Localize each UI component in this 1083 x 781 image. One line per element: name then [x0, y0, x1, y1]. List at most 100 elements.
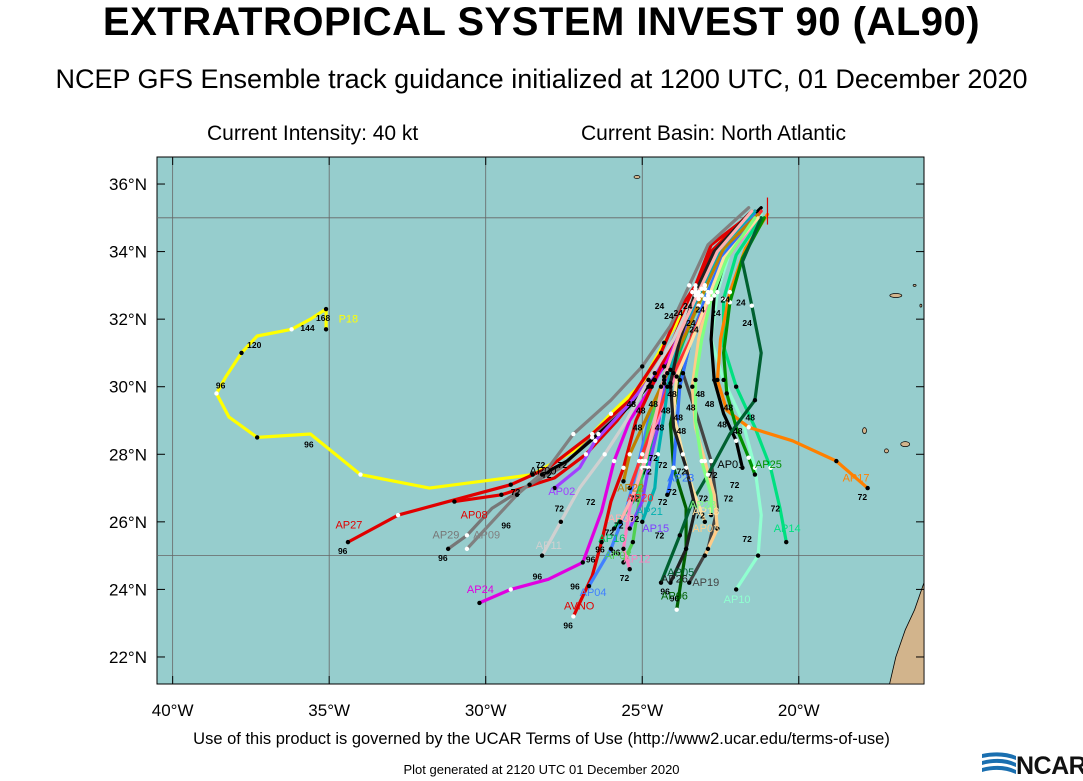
track-point [602, 452, 607, 457]
track-point [643, 458, 648, 464]
track-point [589, 431, 595, 437]
land-masses [633, 175, 925, 685]
track-label-ap29: AP29 [432, 530, 459, 542]
track-point [674, 374, 679, 379]
track-label-ap01: AP01 [717, 459, 744, 471]
track-point [708, 296, 714, 302]
page-subtitle: NCEP GFS Ensemble track guidance initial… [55, 64, 1028, 94]
forecast-hour-label: 48 [661, 406, 671, 416]
track-label-ap11: AP11 [536, 540, 562, 552]
track-point [640, 452, 645, 457]
track-point [627, 566, 632, 572]
plot-generated-text: Plot generated at 2120 UTC 01 December 2… [403, 762, 680, 777]
forecast-hour-label: 72 [699, 494, 709, 504]
track-label-ap24: AP24 [467, 584, 494, 596]
track-label-ap20: AP20 [627, 493, 654, 505]
forecast-hour-label: 72 [630, 514, 640, 524]
track-point [752, 472, 758, 477]
track-point [749, 303, 755, 308]
lon-tick-label: 30°W [465, 701, 507, 720]
lon-tick-label: 35°W [308, 701, 350, 720]
lon-tick-label: 40°W [152, 701, 194, 720]
track-point [683, 465, 689, 470]
track-point [608, 411, 614, 416]
track-label-ap25: AP25 [755, 459, 782, 471]
track-point [677, 533, 683, 538]
track-point [702, 296, 708, 302]
forecast-hour-label: 72 [605, 527, 615, 537]
track-ap26 [668, 212, 751, 585]
forecast-hour-label: 96 [533, 571, 543, 581]
lat-tick-label: 34°N [109, 243, 147, 262]
terms-of-use-text: Use of this product is governed by the U… [193, 730, 890, 748]
track-label-ap27: AP27 [335, 520, 362, 532]
track-point [712, 377, 717, 383]
track-point [702, 458, 708, 464]
island [633, 175, 641, 179]
forecast-hour-label: 48 [724, 402, 734, 412]
track-point [583, 452, 589, 457]
track-point [239, 350, 244, 356]
track-point [702, 519, 708, 525]
track-point [690, 384, 695, 389]
track-point [665, 492, 670, 498]
track-point [621, 479, 626, 484]
forecast-hour-label: 24 [655, 301, 665, 311]
track-ap05 [659, 216, 763, 585]
track-point [214, 391, 219, 396]
track-point [558, 519, 564, 525]
forecast-hour-label: 72 [642, 467, 652, 477]
track-point [552, 485, 557, 491]
track-point [733, 587, 739, 592]
track-point [705, 296, 711, 302]
forecast-hour-label: 72 [542, 470, 552, 480]
track-point [665, 371, 670, 376]
ncar-logo-icon [982, 752, 1016, 774]
track-point [693, 293, 698, 298]
track-point [593, 438, 598, 443]
track-point [683, 546, 689, 552]
forecast-hour-label: 24 [689, 325, 699, 335]
track-label-ap07: AP07 [605, 550, 632, 562]
track-label-ap19: AP19 [692, 577, 719, 589]
forecast-hour-label: 24 [721, 294, 731, 304]
track-point [640, 364, 645, 369]
forecast-hour-label: 72 [858, 492, 868, 502]
lat-tick-label: 32°N [109, 310, 147, 329]
track-point [652, 377, 657, 383]
africa-coast [889, 582, 925, 685]
track-label-ap26: AP26 [661, 574, 688, 586]
track-point [668, 384, 673, 389]
forecast-hour-label: 96 [611, 548, 621, 558]
track-point [618, 519, 623, 525]
track-point [640, 465, 645, 470]
track-point [661, 340, 667, 346]
lon-tick-label: 25°W [621, 701, 663, 720]
lon-tick-label: 20°W [778, 701, 820, 720]
track-point [508, 587, 513, 592]
track-point [702, 553, 708, 558]
forecast-hour-label: 72 [695, 510, 705, 520]
track-label-ap06: AP06 [661, 591, 688, 603]
track-point [661, 381, 667, 386]
track-point [690, 289, 695, 295]
track-label-ap03: AP03 [692, 523, 719, 535]
track-point [699, 458, 704, 464]
lat-tick-label: 26°N [109, 513, 147, 532]
track-label-ap22: AP22 [617, 482, 644, 494]
island [900, 441, 911, 447]
ocean-area [156, 156, 925, 685]
track-label-ap05: AP05 [667, 567, 694, 579]
forecast-hour-label: 144 [300, 323, 314, 333]
track-label-ap18: P18 [339, 314, 359, 326]
forecast-hour-label: 72 [708, 470, 718, 480]
track-label-ap10: AP10 [724, 594, 751, 606]
track-point [755, 553, 761, 558]
track-point [646, 465, 651, 470]
forecast-hour-label: 48 [649, 399, 659, 409]
track-label-ap08: AP08 [461, 509, 488, 521]
track-label-ap21: AP21 [636, 506, 663, 518]
track-point [586, 583, 592, 589]
track-label-ap14: AP14 [774, 523, 801, 535]
